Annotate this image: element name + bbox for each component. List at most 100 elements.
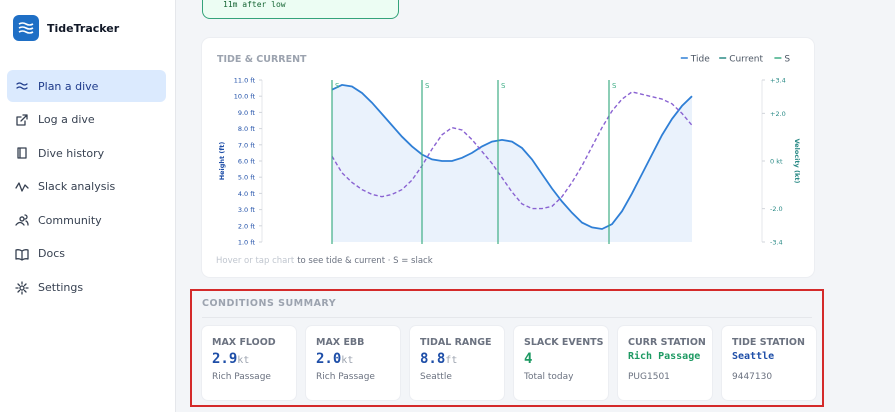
summary-card: CURR STATION Rich Passage PUG1501 bbox=[618, 326, 712, 400]
card-value: Rich Passage bbox=[628, 351, 700, 362]
nav-item[interactable]: Settings bbox=[7, 272, 166, 304]
icon-path bbox=[15, 182, 29, 192]
icon-path bbox=[15, 214, 29, 227]
card-sub: PUG1501 bbox=[628, 372, 670, 382]
nav-label: Docs bbox=[38, 247, 65, 261]
value: 4 bbox=[524, 351, 533, 367]
tide-area bbox=[332, 84, 692, 243]
summary-card: MAX EBB 2.0kt Rich Passage bbox=[306, 326, 400, 400]
chart-hint: Hover or tap chart to see tide & current … bbox=[216, 256, 433, 266]
card-value: 8.8ft bbox=[420, 351, 457, 367]
hint-text: to see tide & current · S = slack bbox=[297, 256, 433, 266]
nav-label: Community bbox=[38, 213, 102, 227]
nav-icon bbox=[16, 113, 28, 126]
value: 2.0 bbox=[316, 351, 342, 367]
y-tick-label: 6.0 ft bbox=[238, 158, 256, 166]
cards: MAX FLOOD 2.9kt Rich Passage MAX EBB 2.0kt Ri… bbox=[202, 326, 816, 400]
card-sub: Rich Passage bbox=[316, 372, 375, 382]
slack-label: S bbox=[335, 82, 340, 90]
card-sub: 9447130 bbox=[732, 372, 773, 382]
nav-label: Plan a dive bbox=[38, 79, 99, 93]
icon-path bbox=[16, 82, 28, 90]
value: Seattle bbox=[732, 351, 775, 362]
chart[interactable]: TIDE & CURRENT S Current Tide 1.0 ft 2.0 ft 3.… bbox=[202, 38, 814, 277]
divider bbox=[202, 317, 812, 318]
nav-label: Dive history bbox=[38, 146, 105, 160]
y-tick-label: 1.0 ft bbox=[238, 239, 256, 247]
card-sub: Seattle bbox=[420, 372, 452, 382]
y-tick-label: 9.0 ft bbox=[238, 109, 256, 117]
nav-label: Log a dive bbox=[38, 113, 95, 127]
y-tick-label: 11.0 ft bbox=[234, 77, 256, 85]
y2-tick-label: -3.4 bbox=[770, 239, 783, 247]
nav-item[interactable]: Plan a dive bbox=[7, 70, 166, 102]
y-tick-label: 2.0 ft bbox=[238, 222, 256, 230]
nav-item[interactable]: Slack analysis bbox=[7, 171, 166, 203]
card-sub: Rich Passage bbox=[212, 372, 271, 382]
card-label: TIDAL RANGE bbox=[420, 337, 492, 348]
card-label: CURR STATION bbox=[628, 337, 706, 348]
summary-card: TIDAL RANGE 8.8ft Seattle bbox=[410, 326, 504, 400]
nav-label: Settings bbox=[38, 281, 84, 295]
nav-item[interactable]: Log a dive bbox=[7, 104, 166, 136]
slack-label: S bbox=[612, 82, 617, 90]
card-value: 2.9kt bbox=[212, 351, 249, 367]
chart-card: TIDE & CURRENT S Current Tide 1.0 ft 2.0 ft 3.… bbox=[202, 38, 814, 277]
nav-icon bbox=[15, 214, 29, 227]
card-value: 2.0kt bbox=[316, 351, 353, 367]
icon-path bbox=[15, 280, 29, 295]
nav-icon bbox=[16, 82, 28, 90]
nav-item[interactable]: Docs bbox=[7, 238, 166, 270]
card-label: MAX EBB bbox=[316, 337, 365, 348]
unit: ft bbox=[445, 355, 458, 366]
nav-icon bbox=[15, 182, 29, 192]
brand-name: TideTracker bbox=[47, 21, 120, 35]
unit: kt bbox=[341, 355, 354, 366]
y-tick-label: 4.0 ft bbox=[238, 190, 256, 198]
icon-path bbox=[16, 113, 28, 126]
nav-item[interactable]: Community bbox=[7, 204, 166, 236]
card-sub: Total today bbox=[524, 372, 574, 382]
y-tick-label: 7.0 ft bbox=[238, 141, 256, 149]
brand[interactable]: TideTracker bbox=[13, 15, 119, 41]
summary-card: TIDE STATION Seattle 9447130 bbox=[722, 326, 816, 400]
wave-icon bbox=[18, 22, 34, 34]
hint-link: Hover or tap chart bbox=[216, 256, 295, 266]
chart-title: TIDE & CURRENT bbox=[217, 54, 307, 65]
summary-card: SLACK EVENTS 4 Total today bbox=[514, 326, 608, 400]
slack-label: S bbox=[425, 82, 430, 90]
legend-label: Tide bbox=[690, 55, 710, 65]
legend-label: Current bbox=[729, 55, 763, 65]
card-label: SLACK EVENTS bbox=[524, 337, 604, 348]
y-axis-label: Height (ft) bbox=[218, 142, 226, 181]
summary-card: MAX FLOOD 2.9kt Rich Passage bbox=[202, 326, 296, 400]
sidebar: TideTracker Plan a dive Log a dive Dive hi… bbox=[0, 0, 176, 412]
y-tick-label: 5.0 ft bbox=[238, 174, 256, 182]
nav: Plan a dive Log a dive Dive history Slack a… bbox=[7, 70, 166, 305]
nav-icon bbox=[17, 147, 27, 159]
y2-axis-label: Velocity (kt) bbox=[793, 139, 801, 184]
nav-icon bbox=[15, 248, 29, 261]
y2-tick-label: +2.0 bbox=[770, 110, 786, 118]
card-value: Seattle bbox=[732, 351, 774, 362]
y2-tick-label: +3.4 bbox=[770, 77, 786, 85]
icon-path bbox=[15, 248, 29, 261]
card-label: MAX FLOOD bbox=[212, 337, 276, 348]
y2-tick-label: 0 kt bbox=[770, 158, 783, 166]
nav-item[interactable]: Dive history bbox=[7, 137, 166, 169]
conditions-summary: CONDITIONS SUMMARY MAX FLOOD 2.9kt Rich Pa… bbox=[190, 289, 824, 407]
value: 8.8 bbox=[420, 351, 446, 367]
card-label: TIDE STATION bbox=[732, 337, 805, 348]
status-text: 11m after low bbox=[223, 0, 286, 9]
icon-path bbox=[17, 147, 27, 159]
nav-label: Slack analysis bbox=[38, 180, 116, 194]
y-tick-label: 8.0 ft bbox=[238, 125, 256, 133]
slack-label: S bbox=[501, 82, 506, 90]
unit: kt bbox=[237, 355, 250, 366]
brand-icon bbox=[13, 15, 39, 41]
value: Rich Passage bbox=[628, 351, 701, 362]
y2-tick-label: -2.0 bbox=[770, 205, 783, 213]
section-title: CONDITIONS SUMMARY bbox=[202, 298, 337, 309]
y-tick-label: 3.0 ft bbox=[238, 206, 256, 214]
